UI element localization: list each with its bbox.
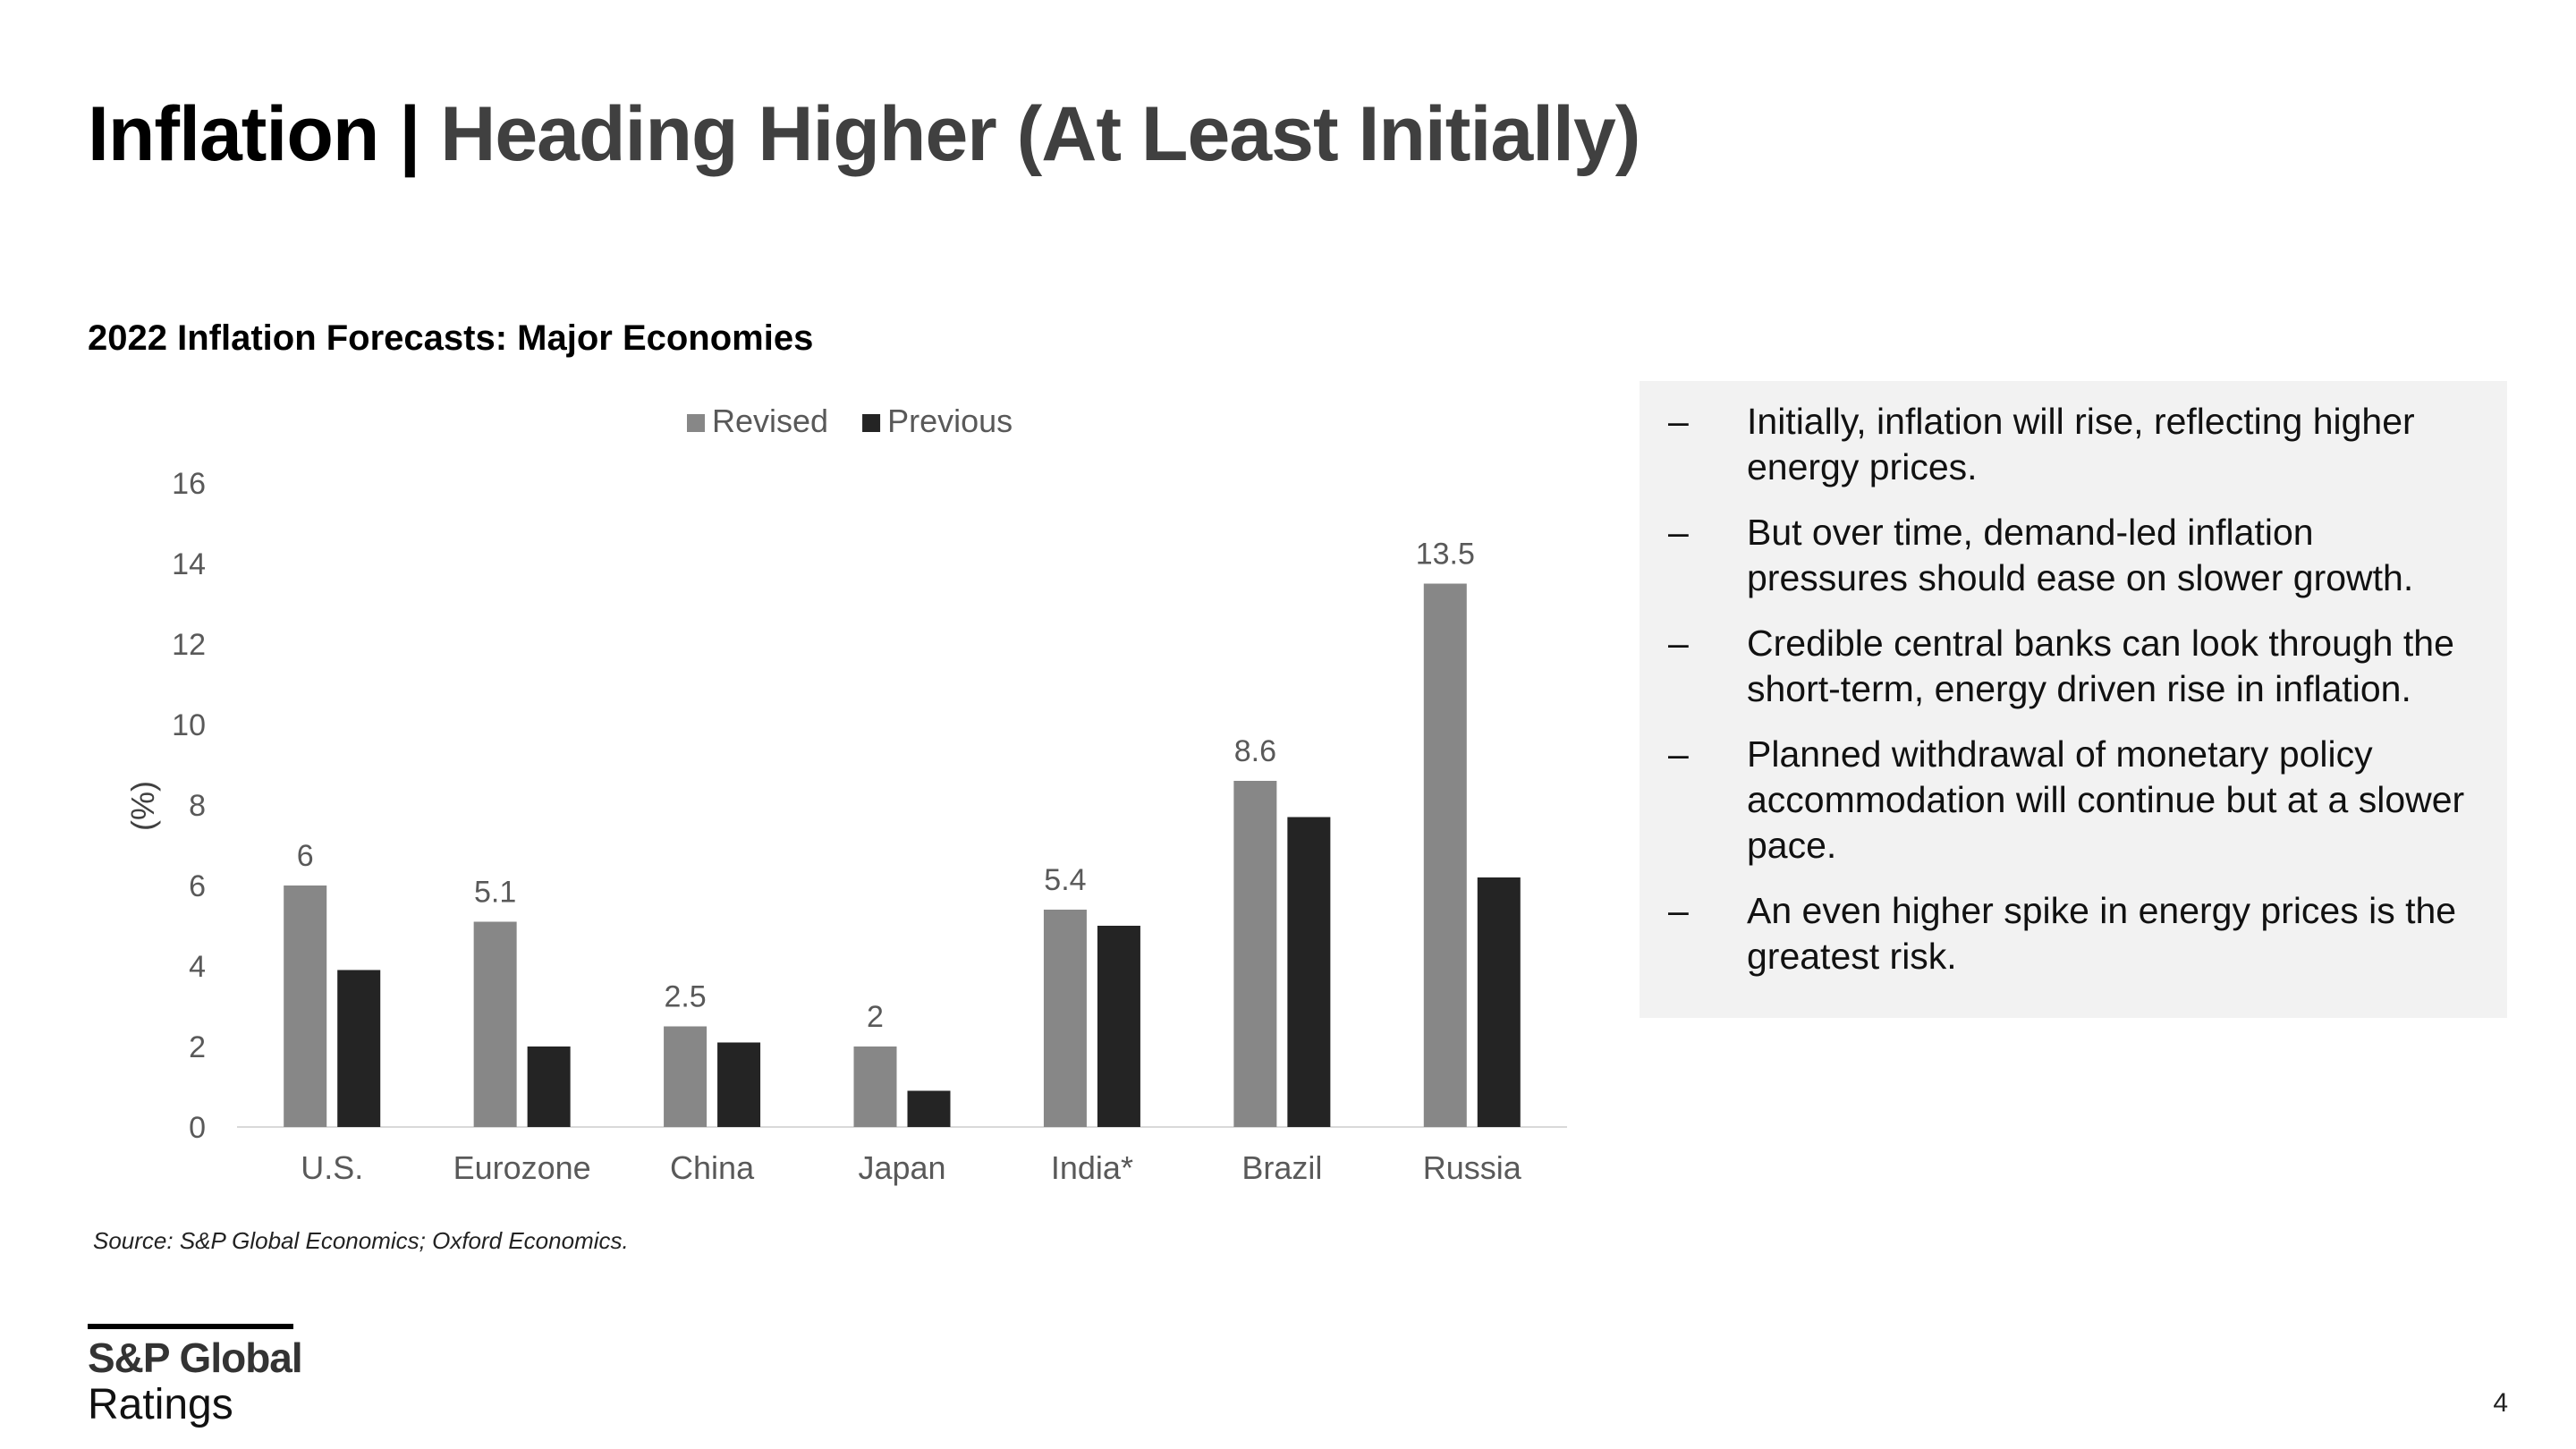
y-tick-label: 4 bbox=[189, 950, 206, 984]
y-tick-label: 12 bbox=[172, 628, 206, 662]
page-number: 4 bbox=[2493, 1388, 2508, 1418]
bar-previous bbox=[907, 1090, 951, 1127]
data-label: 2 bbox=[867, 1000, 884, 1034]
legend-label-revised: Revised bbox=[712, 402, 828, 439]
bullet-dash: – bbox=[1668, 890, 1689, 931]
x-category-label: India* bbox=[1051, 1149, 1133, 1186]
x-category-label: U.S. bbox=[301, 1149, 363, 1186]
bar-revised bbox=[853, 1046, 897, 1127]
bullet-text: An even higher spike in energy prices is… bbox=[1747, 890, 2457, 977]
bullet-text: Initially, inflation will rise, reflecti… bbox=[1747, 401, 2415, 487]
x-category-label: Brazil bbox=[1241, 1149, 1322, 1186]
bar-previous bbox=[717, 1042, 761, 1127]
bar-revised bbox=[284, 886, 327, 1127]
title-subtitle: Heading Higher (At Least Initially) bbox=[440, 91, 1640, 177]
y-tick-label: 6 bbox=[189, 869, 206, 903]
bar-previous bbox=[337, 970, 381, 1127]
data-label: 5.4 bbox=[1044, 863, 1086, 897]
bullet-dash: – bbox=[1668, 733, 1689, 775]
data-label: 2.5 bbox=[664, 980, 706, 1014]
bar-revised bbox=[473, 921, 517, 1127]
bullet-text: Credible central banks can look through … bbox=[1747, 623, 2454, 709]
legend-label-previous: Previous bbox=[887, 402, 1013, 439]
y-tick-label: 14 bbox=[172, 547, 206, 581]
bullet-dash: – bbox=[1668, 623, 1689, 664]
x-category-label: China bbox=[670, 1149, 755, 1186]
y-tick-label: 16 bbox=[172, 467, 206, 501]
bullet-item: – Credible central banks can look through… bbox=[1668, 621, 2480, 712]
logo-bottom-text: Ratings bbox=[88, 1381, 233, 1428]
bar-previous bbox=[527, 1046, 571, 1127]
data-label: 13.5 bbox=[1416, 538, 1475, 572]
sp-global-ratings-logo: S&P Global Ratings bbox=[88, 1324, 303, 1429]
data-label: 8.6 bbox=[1234, 734, 1276, 768]
x-category-label: Russia bbox=[1423, 1149, 1522, 1186]
x-category-label: Eurozone bbox=[453, 1149, 591, 1186]
chart-heading: 2022 Inflation Forecasts: Major Economie… bbox=[88, 318, 814, 358]
page-title: Inflation | Heading Higher (At Least Ini… bbox=[88, 85, 1640, 183]
inflation-bar-chart: 0 2 4 6 8 10 12 14 16 (%) 6 U.S. 5.1 Eurozone 2.5 China… bbox=[124, 402, 1567, 1186]
bullet-item: – Initially, inflation will rise, reflect… bbox=[1668, 399, 2480, 490]
y-tick-label: 10 bbox=[172, 708, 206, 742]
bar-revised bbox=[664, 1026, 708, 1127]
bullet-dash: – bbox=[1668, 401, 1689, 442]
bullet-item: – An even higher spike in energy prices i… bbox=[1668, 888, 2480, 979]
y-tick-label: 8 bbox=[189, 789, 206, 823]
bar-previous bbox=[1477, 877, 1521, 1127]
y-axis-label: (%) bbox=[124, 781, 161, 831]
bullet-text: Planned withdrawal of monetary policy ac… bbox=[1747, 733, 2465, 866]
legend-swatch-revised bbox=[687, 414, 705, 432]
bullet-item: – But over time, demand-led inflation pre… bbox=[1668, 510, 2480, 601]
key-points-panel: – Initially, inflation will rise, reflect… bbox=[1640, 381, 2507, 1018]
logo-top-text: S&P Global bbox=[88, 1335, 303, 1381]
bar-previous bbox=[1287, 817, 1331, 1127]
bar-revised bbox=[1233, 781, 1277, 1127]
bullet-item: – Planned withdrawal of monetary policy a… bbox=[1668, 732, 2480, 869]
x-category-label: Japan bbox=[858, 1149, 945, 1186]
data-label: 5.1 bbox=[474, 876, 516, 910]
legend-swatch-previous bbox=[862, 414, 881, 432]
bar-previous bbox=[1097, 926, 1140, 1127]
source-note: Source: S&P Global Economics; Oxford Eco… bbox=[93, 1227, 629, 1254]
title-main: Inflation | bbox=[88, 91, 420, 177]
y-tick-label: 2 bbox=[189, 1030, 206, 1064]
data-label: 6 bbox=[297, 839, 314, 873]
bar-revised bbox=[1423, 583, 1467, 1127]
logo-rule bbox=[88, 1324, 293, 1329]
bullet-text: But over time, demand-led inflation pres… bbox=[1747, 512, 2414, 598]
bar-revised bbox=[1043, 910, 1087, 1127]
bullet-dash: – bbox=[1668, 512, 1689, 553]
y-tick-label: 0 bbox=[189, 1111, 206, 1145]
